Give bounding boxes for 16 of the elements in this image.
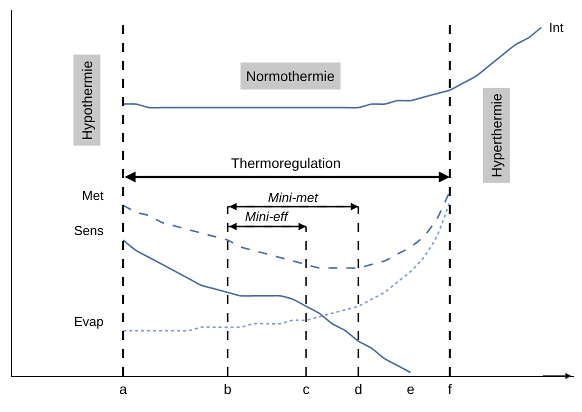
annotation: Thermoregulation	[231, 155, 341, 171]
x-tick-label: c	[302, 380, 310, 397]
series-label: Met	[82, 188, 104, 203]
x-tick-label: d	[354, 380, 362, 397]
x-tick-label: e	[406, 380, 415, 397]
x-tick-label: b	[224, 380, 232, 397]
series-label: Sens	[74, 223, 104, 238]
x-tick-label: f	[448, 380, 452, 397]
annotation: Hyperthermie	[488, 93, 504, 178]
annotation: Mini-eff	[245, 209, 290, 224]
annotation: Hypothermie	[78, 60, 95, 140]
annotation: Mini-met	[268, 190, 320, 205]
series-label: Evap	[74, 314, 104, 329]
annotation: Normothermie	[246, 68, 335, 84]
x-tick-label: a	[119, 380, 128, 397]
series-label: Int	[549, 20, 564, 35]
